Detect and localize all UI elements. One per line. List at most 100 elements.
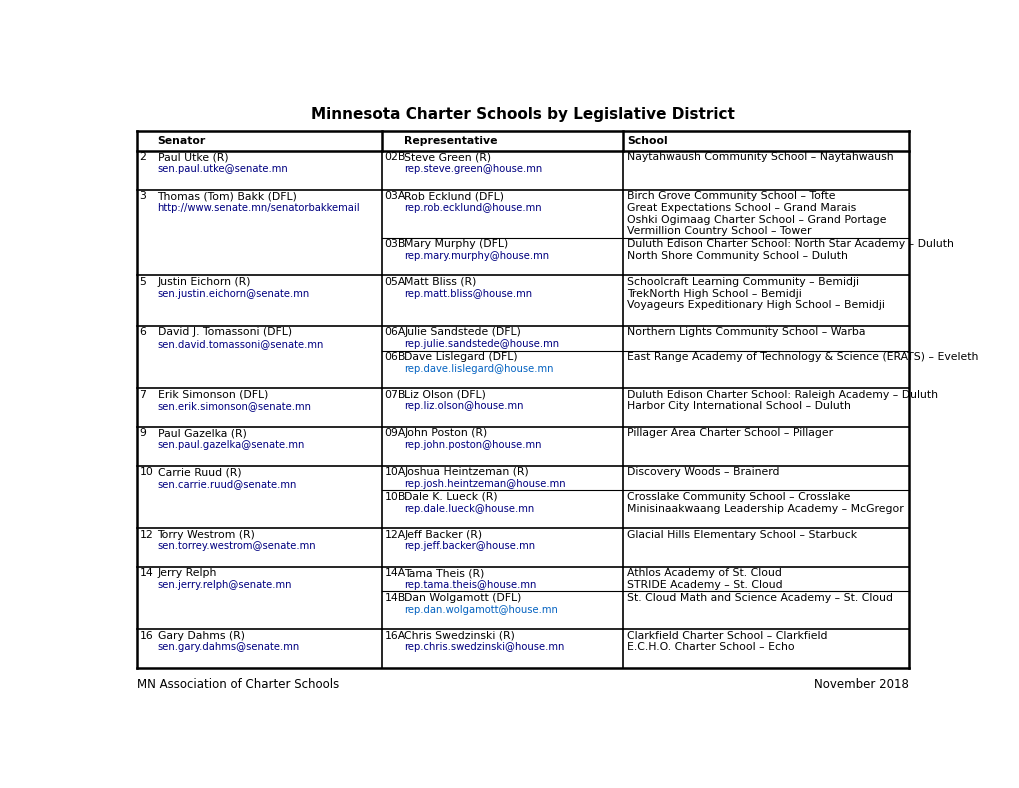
Text: Matt Bliss (R): Matt Bliss (R): [404, 277, 476, 287]
Text: http://www.senate.mn/senatorbakkemail: http://www.senate.mn/senatorbakkemail: [157, 203, 360, 213]
Text: 02B: 02B: [384, 152, 406, 162]
Text: sen.erik.simonson@senate.mn: sen.erik.simonson@senate.mn: [157, 401, 311, 411]
Text: 10B: 10B: [384, 492, 406, 502]
Text: Thomas (Tom) Bakk (DFL): Thomas (Tom) Bakk (DFL): [157, 191, 298, 201]
Text: Justin Eichorn (R): Justin Eichorn (R): [157, 277, 251, 287]
Text: John Poston (R): John Poston (R): [404, 429, 487, 438]
Text: North Shore Community School – Duluth: North Shore Community School – Duluth: [627, 251, 847, 261]
Text: 10A: 10A: [384, 467, 406, 478]
Text: Steve Green (R): Steve Green (R): [404, 152, 491, 162]
Text: Torry Westrom (R): Torry Westrom (R): [157, 530, 255, 540]
Text: East Range Academy of Technology & Science (ERATS) – Eveleth: East Range Academy of Technology & Scien…: [627, 352, 977, 362]
Text: 12: 12: [140, 530, 153, 540]
Text: 09A: 09A: [384, 429, 406, 438]
Text: 16A: 16A: [384, 630, 406, 641]
Text: rep.liz.olson@house.mn: rep.liz.olson@house.mn: [404, 401, 523, 411]
Text: Dale K. Lueck (R): Dale K. Lueck (R): [404, 492, 497, 502]
Text: 14A: 14A: [384, 568, 406, 578]
Text: Harbor City International School – Duluth: Harbor City International School – Dulut…: [627, 401, 850, 411]
Text: rep.josh.heintzeman@house.mn: rep.josh.heintzeman@house.mn: [404, 479, 566, 489]
Text: Discovery Woods – Brainerd: Discovery Woods – Brainerd: [627, 467, 779, 478]
Text: Great Expectations School – Grand Marais: Great Expectations School – Grand Marais: [627, 203, 856, 213]
Text: 5: 5: [140, 277, 146, 287]
Text: Erik Simonson (DFL): Erik Simonson (DFL): [157, 390, 268, 400]
Text: 6: 6: [140, 328, 146, 337]
Text: Minnesota Charter Schools by Legislative District: Minnesota Charter Schools by Legislative…: [311, 107, 734, 122]
Text: 3: 3: [140, 191, 146, 201]
Text: rep.mary.murphy@house.mn: rep.mary.murphy@house.mn: [404, 251, 549, 261]
Text: 03A: 03A: [384, 191, 406, 201]
Text: Tama Theis (R): Tama Theis (R): [404, 568, 484, 578]
Text: sen.paul.gazelka@senate.mn: sen.paul.gazelka@senate.mn: [157, 440, 305, 450]
Text: Athlos Academy of St. Cloud: Athlos Academy of St. Cloud: [627, 568, 782, 578]
Text: Northern Lights Community School – Warba: Northern Lights Community School – Warba: [627, 328, 865, 337]
Text: rep.tama.theis@house.mn: rep.tama.theis@house.mn: [404, 580, 536, 590]
Text: Dan Wolgamott (DFL): Dan Wolgamott (DFL): [404, 593, 521, 603]
Text: Glacial Hills Elementary School – Starbuck: Glacial Hills Elementary School – Starbu…: [627, 530, 856, 540]
Text: rep.dan.wolgamott@house.mn: rep.dan.wolgamott@house.mn: [404, 604, 557, 615]
Text: November 2018: November 2018: [813, 678, 908, 691]
Text: rep.chris.swedzinski@house.mn: rep.chris.swedzinski@house.mn: [404, 642, 564, 652]
Text: Paul Gazelka (R): Paul Gazelka (R): [157, 429, 247, 438]
Text: Carrie Ruud (R): Carrie Ruud (R): [157, 467, 240, 478]
Text: 7: 7: [140, 390, 146, 400]
Text: rep.rob.ecklund@house.mn: rep.rob.ecklund@house.mn: [404, 203, 541, 213]
Text: Chris Swedzinski (R): Chris Swedzinski (R): [404, 630, 515, 641]
Text: Birch Grove Community School – Tofte: Birch Grove Community School – Tofte: [627, 191, 835, 201]
Text: rep.john.poston@house.mn: rep.john.poston@house.mn: [404, 440, 541, 450]
Text: 07B: 07B: [384, 390, 406, 400]
Text: Schoolcraft Learning Community – Bemidji: Schoolcraft Learning Community – Bemidji: [627, 277, 858, 287]
Text: Jerry Relph: Jerry Relph: [157, 568, 217, 578]
Text: sen.david.tomassoni@senate.mn: sen.david.tomassoni@senate.mn: [157, 339, 324, 349]
Text: rep.jeff.backer@house.mn: rep.jeff.backer@house.mn: [404, 541, 535, 552]
Text: 10: 10: [140, 467, 153, 478]
Text: Pillager Area Charter School – Pillager: Pillager Area Charter School – Pillager: [627, 429, 833, 438]
Text: rep.steve.green@house.mn: rep.steve.green@house.mn: [404, 164, 542, 174]
Text: Voyageurs Expeditionary High School – Bemidji: Voyageurs Expeditionary High School – Be…: [627, 300, 884, 310]
Text: Gary Dahms (R): Gary Dahms (R): [157, 630, 245, 641]
Text: sen.jerry.relph@senate.mn: sen.jerry.relph@senate.mn: [157, 580, 291, 590]
Text: Mary Murphy (DFL): Mary Murphy (DFL): [404, 240, 507, 249]
Text: Crosslake Community School – Crosslake: Crosslake Community School – Crosslake: [627, 492, 850, 502]
Text: 12A: 12A: [384, 530, 406, 540]
Text: 2: 2: [140, 152, 146, 162]
Text: Liz Olson (DFL): Liz Olson (DFL): [404, 390, 486, 400]
Text: 03B: 03B: [384, 240, 406, 249]
Text: sen.torrey.westrom@senate.mn: sen.torrey.westrom@senate.mn: [157, 541, 316, 552]
Text: Joshua Heintzeman (R): Joshua Heintzeman (R): [404, 467, 529, 478]
Text: Duluth Edison Charter School: North Star Academy – Duluth: Duluth Edison Charter School: North Star…: [627, 240, 953, 249]
Text: Paul Utke (R): Paul Utke (R): [157, 152, 228, 162]
Text: sen.carrie.ruud@senate.mn: sen.carrie.ruud@senate.mn: [157, 479, 297, 489]
Text: sen.gary.dahms@senate.mn: sen.gary.dahms@senate.mn: [157, 642, 300, 652]
Text: Vermillion Country School – Tower: Vermillion Country School – Tower: [627, 226, 811, 236]
Text: 05A: 05A: [384, 277, 406, 287]
Text: rep.dave.lislegard@house.mn: rep.dave.lislegard@house.mn: [404, 364, 553, 374]
Text: 14: 14: [140, 568, 153, 578]
Text: Minisinaakwaang Leadership Academy – McGregor: Minisinaakwaang Leadership Academy – McG…: [627, 504, 903, 514]
Text: 06B: 06B: [384, 352, 406, 362]
Text: 14B: 14B: [384, 593, 406, 603]
Text: rep.matt.bliss@house.mn: rep.matt.bliss@house.mn: [404, 288, 532, 299]
Text: Rob Ecklund (DFL): Rob Ecklund (DFL): [404, 191, 503, 201]
Text: MN Association of Charter Schools: MN Association of Charter Schools: [137, 678, 339, 691]
Text: 06A: 06A: [384, 328, 406, 337]
Text: Jeff Backer (R): Jeff Backer (R): [404, 530, 482, 540]
Text: Duluth Edison Charter School: Raleigh Academy – Duluth: Duluth Edison Charter School: Raleigh Ac…: [627, 390, 937, 400]
Text: Naytahwaush Community School – Naytahwaush: Naytahwaush Community School – Naytahwau…: [627, 152, 893, 162]
Text: TrekNorth High School – Bemidji: TrekNorth High School – Bemidji: [627, 288, 801, 299]
Text: Julie Sandstede (DFL): Julie Sandstede (DFL): [404, 328, 521, 337]
Text: Dave Lislegard (DFL): Dave Lislegard (DFL): [404, 352, 518, 362]
Text: Representative: Representative: [404, 136, 497, 146]
Text: 9: 9: [140, 429, 146, 438]
Text: rep.dale.lueck@house.mn: rep.dale.lueck@house.mn: [404, 504, 534, 514]
Text: sen.paul.utke@senate.mn: sen.paul.utke@senate.mn: [157, 164, 288, 174]
Text: School: School: [627, 136, 667, 146]
Text: sen.justin.eichorn@senate.mn: sen.justin.eichorn@senate.mn: [157, 288, 310, 299]
Text: David J. Tomassoni (DFL): David J. Tomassoni (DFL): [157, 328, 291, 337]
Text: St. Cloud Math and Science Academy – St. Cloud: St. Cloud Math and Science Academy – St.…: [627, 593, 893, 603]
Text: Clarkfield Charter School – Clarkfield: Clarkfield Charter School – Clarkfield: [627, 630, 826, 641]
Text: rep.julie.sandstede@house.mn: rep.julie.sandstede@house.mn: [404, 339, 558, 349]
Text: Senator: Senator: [157, 136, 206, 146]
Text: STRIDE Academy – St. Cloud: STRIDE Academy – St. Cloud: [627, 580, 782, 590]
Text: Oshki Ogimaag Charter School – Grand Portage: Oshki Ogimaag Charter School – Grand Por…: [627, 214, 886, 225]
